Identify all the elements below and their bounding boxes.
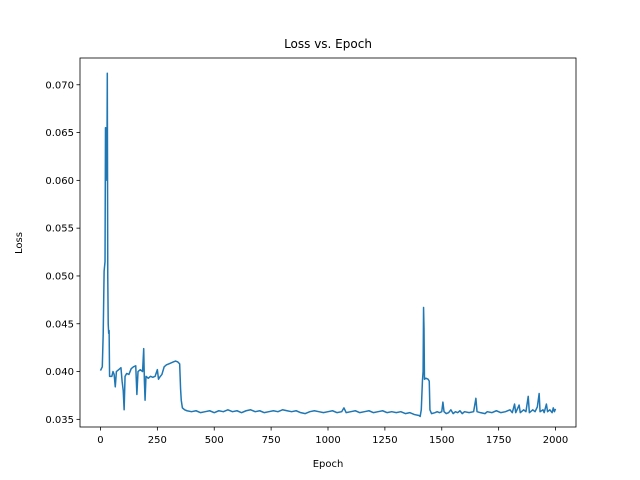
y-tick-label: 0.045: [45, 319, 74, 330]
x-tick-label: 2000: [543, 435, 568, 446]
y-tick-label: 0.065: [45, 128, 74, 139]
x-tick-label: 500: [205, 435, 224, 446]
y-tick-label: 0.055: [45, 224, 74, 235]
chart-title: Loss vs. Epoch: [284, 37, 372, 51]
x-tick-label: 1250: [372, 435, 397, 446]
y-tick-label: 0.070: [45, 80, 74, 91]
y-tick-label: 0.050: [45, 271, 74, 282]
y-tick-label: 0.060: [45, 176, 74, 187]
x-tick-label: 1750: [486, 435, 511, 446]
y-tick-label: 0.040: [45, 367, 74, 378]
x-axis-ticks: 0 250 500 750 1000 1250 1500 1750 2000: [97, 427, 568, 446]
x-axis-label: Epoch: [313, 459, 344, 470]
y-axis-ticks: 0.035 0.040 0.045 0.050 0.055 0.060 0.065 0.070: [45, 80, 80, 426]
x-tick-label: 750: [262, 435, 281, 446]
y-tick-label: 0.035: [45, 415, 74, 426]
y-axis-label: Loss: [14, 232, 25, 254]
x-tick-label: 0: [97, 435, 103, 446]
x-tick-label: 1000: [315, 435, 340, 446]
x-tick-label: 1500: [429, 435, 454, 446]
x-tick-label: 250: [148, 435, 167, 446]
loss-line: [99, 72, 557, 418]
